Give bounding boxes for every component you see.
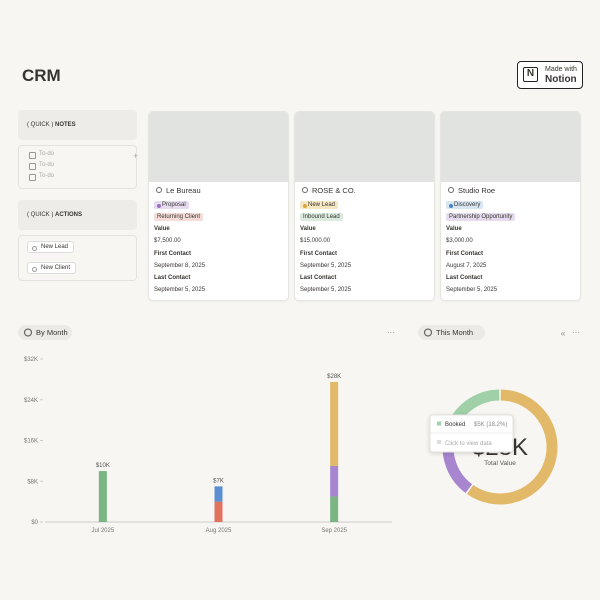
x-tick-label: Sep 2025 xyxy=(321,528,347,534)
checkbox xyxy=(29,152,36,159)
bar-segment xyxy=(98,471,107,522)
todo-item: To-do xyxy=(39,151,55,157)
type-tag: Inbound Lead xyxy=(300,213,343,221)
field-value: September 5, 2025 xyxy=(300,262,352,269)
chart-icon xyxy=(424,328,432,337)
todo-item: To-do xyxy=(39,173,55,179)
card-icon xyxy=(448,187,454,193)
field-label: Last Contact xyxy=(154,275,191,281)
tooltip-value: $5K (18.2%) xyxy=(474,422,507,428)
bar-segment xyxy=(330,496,339,522)
bar-segment xyxy=(214,486,223,502)
card-icon xyxy=(156,187,162,193)
field-label: First Contact xyxy=(300,250,338,257)
notion-logo: N xyxy=(523,67,538,82)
x-tick-label: Jul 2025 xyxy=(91,528,114,534)
todo-list: To-do To-do To-do xyxy=(18,145,137,189)
field-value: September 5, 2025 xyxy=(154,287,206,293)
field-label: Value xyxy=(154,226,170,232)
field-value: September 5, 2025 xyxy=(446,287,498,293)
bar-segment xyxy=(330,381,339,466)
tooltip-hint: Click to view data xyxy=(445,441,492,447)
chart-title: By Month xyxy=(36,328,68,337)
card-cover xyxy=(441,112,580,182)
tooltip-name: Booked xyxy=(445,422,465,428)
field-value: August 7, 2025 xyxy=(446,262,487,269)
chart-icon xyxy=(24,328,32,337)
card-name: ROSE & CO. xyxy=(312,186,356,195)
field-value: $7,500.00 xyxy=(154,238,181,244)
crm-card[interactable]: Le Bureau Proposal Returning Client Value $7… xyxy=(149,112,288,300)
donut-slice xyxy=(466,389,558,505)
card-cover xyxy=(149,112,288,182)
center-label: Total Value xyxy=(484,460,516,467)
field-value: September 8, 2025 xyxy=(154,262,206,269)
bar-segment xyxy=(214,501,223,522)
prefix: ( QUICK ) xyxy=(27,122,54,128)
status-dot xyxy=(449,203,453,208)
title: NOTES xyxy=(55,122,76,128)
type-tag: Partnership Opportunity xyxy=(446,213,516,221)
chart-title: This Month xyxy=(436,328,473,337)
status-tag: Discovery xyxy=(446,201,484,209)
card-cover xyxy=(295,112,434,182)
chart-menu: ··· xyxy=(572,328,580,337)
collapse: « xyxy=(561,329,566,338)
total-label: $7K xyxy=(213,478,224,484)
status-tag: New Lead xyxy=(300,201,339,209)
field-value: $3,000.00 xyxy=(446,238,473,244)
chart-selector[interactable] xyxy=(18,325,72,340)
field-label: Value xyxy=(446,226,462,232)
field-label: Value xyxy=(300,226,316,232)
y-tick-label: $24K xyxy=(24,398,38,404)
status-dot xyxy=(157,203,161,208)
y-tick-label: $8K xyxy=(27,479,38,485)
button-icon[interactable] xyxy=(32,246,37,251)
field-label: Last Contact xyxy=(446,275,483,281)
notes-header: ( QUICK ) NOTES xyxy=(18,110,137,140)
card-name: Le Bureau xyxy=(166,186,201,195)
button-icon[interactable] xyxy=(32,267,37,272)
field-value: $15,000.00 xyxy=(300,238,331,244)
field-label: First Contact xyxy=(446,250,484,257)
action-button[interactable]: New Client xyxy=(27,262,77,274)
chart-selector[interactable] xyxy=(418,325,485,340)
badge-bottom: Notion xyxy=(545,74,577,85)
field-value: September 5, 2025 xyxy=(300,287,352,293)
action-list: New Lead New Client xyxy=(18,235,137,281)
page-title: CRM xyxy=(22,66,61,85)
tooltip-swatch xyxy=(437,421,441,426)
add-button[interactable]: + xyxy=(133,151,139,161)
actions-header: ( QUICK ) ACTIONS xyxy=(18,200,137,230)
bar-segment xyxy=(330,465,339,497)
checkbox xyxy=(29,163,36,170)
crm-card[interactable]: Studio Roe Discovery Partnership Opportuni… xyxy=(441,112,580,300)
type-tag: Returning Client xyxy=(154,213,204,221)
total-label: $10K xyxy=(96,463,110,469)
badge-top: Made with xyxy=(545,66,577,73)
status-tag: Proposal xyxy=(154,201,189,209)
field-label: First Contact xyxy=(154,250,192,257)
status-dot xyxy=(303,203,307,208)
checkbox xyxy=(29,174,36,181)
crm-card[interactable]: ROSE & CO. New Lead Inbound Lead Value $15,0… xyxy=(295,112,434,300)
card-icon xyxy=(302,187,308,193)
title: ACTIONS xyxy=(55,212,83,218)
tooltip-hint-icon xyxy=(437,440,441,444)
y-tick-label: $16K xyxy=(24,439,38,445)
card-name: Studio Roe xyxy=(458,186,496,195)
notion-badge[interactable]: N Made with Notion xyxy=(517,61,583,89)
action-button[interactable]: New Lead xyxy=(27,241,75,253)
total-label: $28K xyxy=(327,374,341,380)
x-tick-label: Aug 2025 xyxy=(206,528,232,534)
prefix: ( QUICK ) xyxy=(27,212,54,218)
chart-menu: ··· xyxy=(387,328,395,337)
field-label: Last Contact xyxy=(300,275,337,281)
todo-item: To-do xyxy=(39,162,55,168)
y-tick-label: $0 xyxy=(31,520,38,526)
y-tick-label: $32K xyxy=(24,357,38,363)
